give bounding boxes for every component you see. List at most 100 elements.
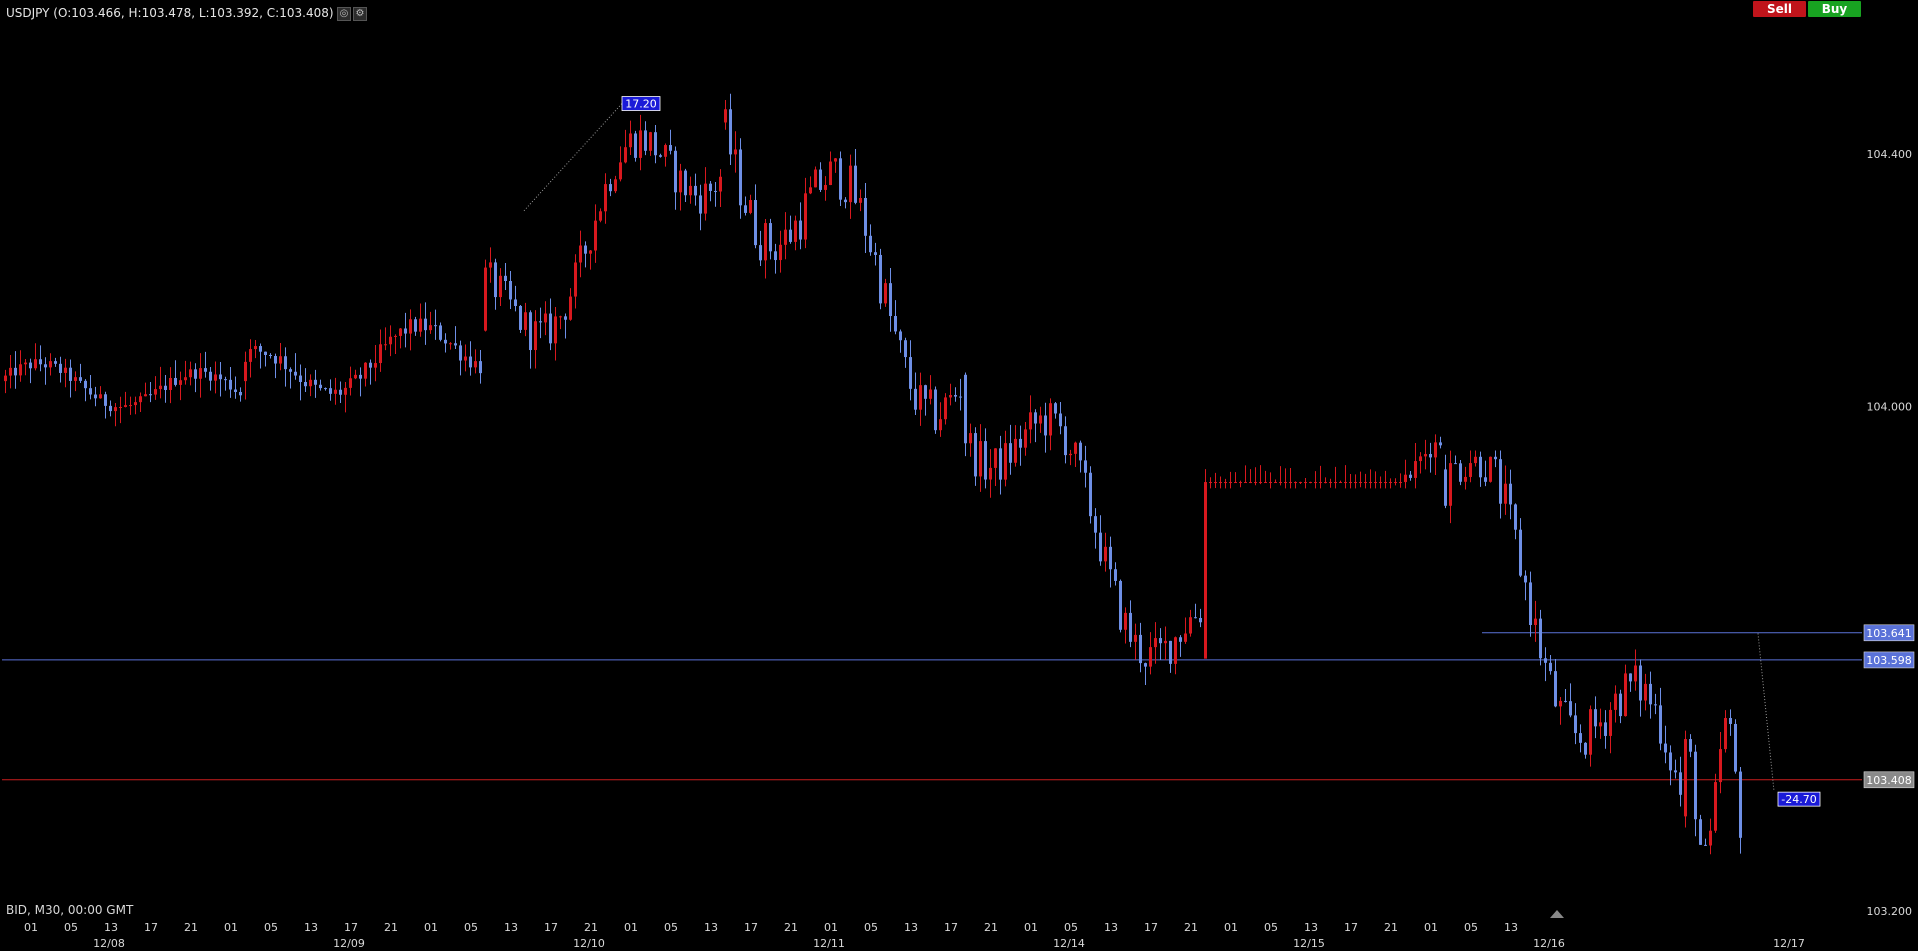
candle-body [1089, 472, 1092, 517]
candle-body [904, 340, 907, 358]
candle-body [744, 205, 747, 213]
candle-body [1389, 482, 1392, 484]
candle-body [299, 375, 302, 382]
candle-body [859, 197, 862, 203]
sell-button[interactable]: Sell [1753, 1, 1806, 17]
x-date-label: 12/10 [573, 937, 605, 950]
buy-button[interactable]: Buy [1808, 1, 1861, 17]
candle-body [824, 185, 827, 190]
candle-body [439, 325, 442, 340]
candle-body [969, 433, 972, 444]
candle-body [184, 377, 187, 381]
horizontal-lines [2, 632, 1862, 781]
gear-icon[interactable]: ⚙ [353, 7, 367, 21]
candle-body [329, 388, 332, 394]
candle-body [1114, 569, 1117, 581]
price-axis[interactable]: 104.400 104.000 103.200 103.641 103.598 103.4… [1863, 148, 1915, 918]
x-hour-label: 13 [1104, 921, 1118, 934]
candle-body [654, 132, 657, 156]
candle-body [659, 155, 662, 157]
candle-body [59, 363, 62, 373]
candle-body [1254, 482, 1257, 484]
candle-body [1439, 442, 1442, 446]
candle-body [579, 245, 582, 263]
x-hour-label: 13 [904, 921, 918, 934]
measure-line[interactable] [1757, 633, 1775, 792]
candle-body [384, 344, 387, 346]
candle-body [729, 109, 732, 155]
candle-body [849, 165, 852, 203]
candle-body [864, 197, 867, 236]
candle-body [569, 296, 572, 320]
candle-body [174, 377, 177, 385]
candle-body [164, 385, 167, 390]
candle-body [1704, 844, 1707, 846]
candle-body [689, 185, 692, 196]
candle-body [1384, 482, 1387, 484]
time-axis[interactable]: 01 05 13 17 21 01 05 13 17 21 01 05 13 17 21 01 05 13 17 21… [24, 910, 1805, 950]
candle-body [1434, 442, 1437, 458]
candle-body [219, 374, 222, 380]
x-hour-label: 05 [1464, 921, 1478, 934]
candle-body [144, 394, 147, 397]
candle-body [639, 130, 642, 158]
candle-body [209, 371, 212, 381]
candle-body [314, 379, 317, 385]
candle-body [244, 361, 247, 382]
candle-body [1574, 715, 1577, 734]
candle-body [4, 375, 7, 382]
candle-body [1419, 456, 1422, 462]
candle-body [1609, 709, 1612, 736]
candle-body [609, 184, 612, 192]
candle-body [19, 364, 22, 376]
price-tag-label: 103.408 [1866, 774, 1912, 787]
candle-body [614, 179, 617, 192]
candle-body [539, 321, 542, 323]
candle-body [1134, 634, 1137, 642]
symbol-ohlc-title: USDJPY (O:103.466, H:103.478, L:103.392,… [6, 6, 334, 20]
x-hour-label: 21 [984, 921, 998, 934]
candle-body [1734, 723, 1737, 772]
candle-body [1029, 412, 1032, 430]
x-hour-label: 21 [184, 921, 198, 934]
x-hour-label: 01 [1424, 921, 1438, 934]
candle-body [1259, 482, 1262, 484]
candle-body [1554, 671, 1557, 707]
candle-body [454, 343, 457, 346]
candle-body [269, 354, 272, 356]
candle-body [179, 380, 182, 385]
candle-body [709, 183, 712, 191]
candle-body [1429, 454, 1432, 458]
candle-body [1139, 634, 1142, 664]
candle-body [1329, 482, 1332, 484]
scroll-marker-icon[interactable] [1550, 910, 1564, 918]
candle-body [674, 150, 677, 193]
candle-body [844, 199, 847, 203]
candle-body [344, 387, 347, 395]
candle-body [899, 331, 902, 341]
x-date-label: 12/17 [1773, 937, 1805, 950]
candle-body [1284, 482, 1287, 484]
candle-body [94, 394, 97, 399]
candle-body [869, 235, 872, 253]
candle-body [1539, 618, 1542, 659]
candle-body [789, 229, 792, 242]
candle-body [1339, 482, 1342, 484]
settings-icon[interactable]: ◎ [337, 7, 351, 21]
candle-body [1679, 772, 1682, 795]
candle-body [214, 374, 217, 381]
candle-body [1244, 482, 1247, 484]
x-date-label: 12/09 [333, 937, 365, 950]
measure-line[interactable] [523, 103, 623, 212]
candle-body [154, 389, 157, 395]
price-tag-box [1863, 651, 1915, 669]
candle-body [1544, 658, 1547, 663]
candle-body [1729, 718, 1732, 724]
candle-body [1484, 477, 1487, 482]
candle-body [274, 355, 277, 364]
candle-body [809, 187, 812, 194]
x-hour-label: 13 [304, 921, 318, 934]
candle-body [949, 395, 952, 398]
